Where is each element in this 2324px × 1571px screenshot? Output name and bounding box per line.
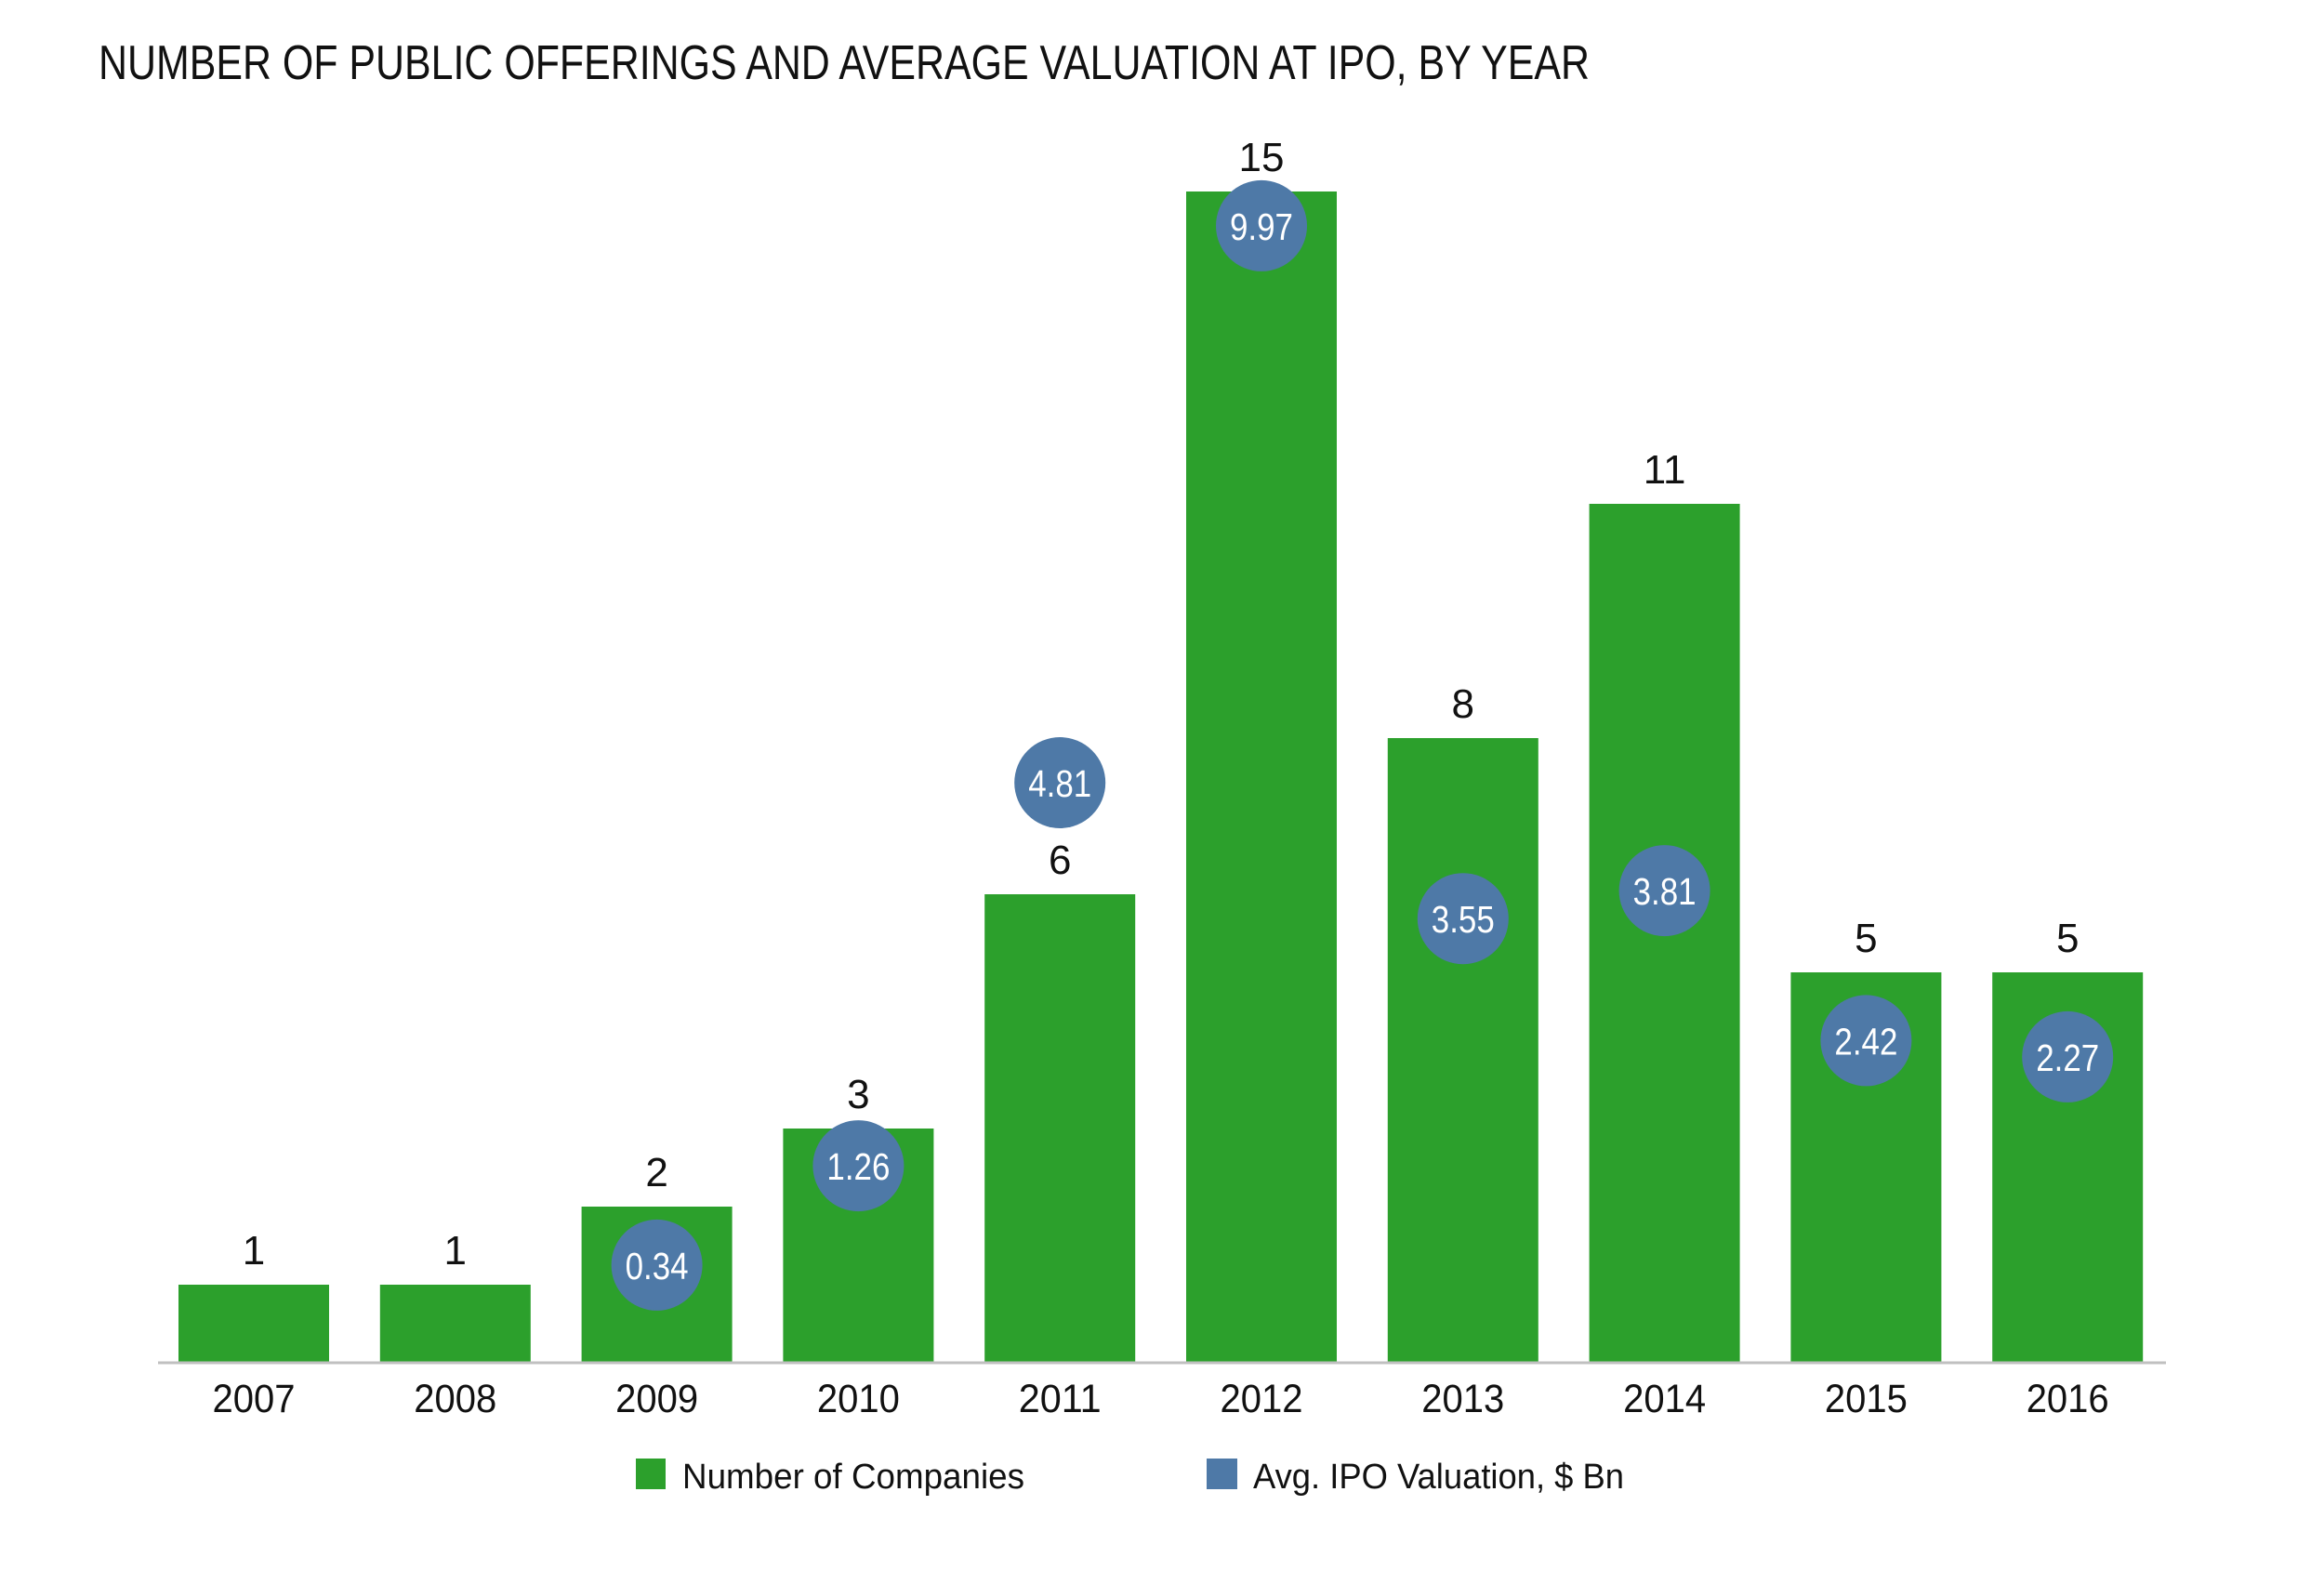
valuation-bubble-2013 xyxy=(1417,873,1509,965)
bar-value-label-2012: 15 xyxy=(1239,135,1285,180)
bar-value-label-2009: 2 xyxy=(645,1150,667,1195)
bar-2011 xyxy=(984,894,1136,1363)
bar-2008 xyxy=(379,1285,531,1363)
x-tick-labels: 2007 2008 2009 2010 2011 2012 2013 2014 2015 2016 xyxy=(213,1377,2109,1421)
valuation-bubble-2016 xyxy=(2022,1010,2114,1102)
bar-value-label-2014: 11 xyxy=(1644,447,1686,493)
bar-2013 xyxy=(1387,738,1538,1363)
legend-item-avg-ipo-valuation[interactable]: Avg. IPO Valuation, $ Bn xyxy=(1207,1458,1624,1497)
x-tick-label-2009: 2009 xyxy=(615,1377,698,1421)
bar-value-label-2010: 3 xyxy=(847,1072,869,1117)
valuation-label-2016: 2.27 xyxy=(2036,1036,2099,1079)
x-tick-label-2011: 2011 xyxy=(1019,1377,1102,1421)
x-tick-label-2007: 2007 xyxy=(213,1377,296,1421)
legend-swatch-number-of-companies xyxy=(636,1459,666,1489)
x-tick-label-2014: 2014 xyxy=(1623,1377,1706,1421)
bar-2007 xyxy=(178,1285,329,1363)
valuation-label-2010: 1.26 xyxy=(826,1145,890,1188)
valuation-bubble-2011 xyxy=(1014,737,1106,828)
bar-value-label-2008: 1 xyxy=(444,1228,467,1274)
valuation-bubble-2012 xyxy=(1216,179,1307,271)
bubbles-layer: 0.34 1.26 4.81 9.97 3.55 3.81 2.42 2.27 xyxy=(611,179,2114,1311)
legend: Number of Companies Avg. IPO Valuation, … xyxy=(636,1458,1624,1497)
x-tick-label-2010: 2010 xyxy=(817,1377,900,1421)
legend-label-avg-ipo-valuation: Avg. IPO Valuation, $ Bn xyxy=(1253,1458,1624,1497)
valuation-label-2013: 3.55 xyxy=(1432,898,1495,941)
valuation-label-2015: 2.42 xyxy=(1834,1020,1897,1063)
valuation-bubble-2010 xyxy=(812,1120,905,1212)
x-tick-label-2012: 2012 xyxy=(1221,1377,1303,1421)
legend-swatch-avg-ipo-valuation xyxy=(1207,1459,1237,1489)
valuation-bubble-2015 xyxy=(1820,995,1912,1087)
valuation-bubble-2014 xyxy=(1618,845,1710,937)
valuation-label-2012: 9.97 xyxy=(1230,205,1293,248)
legend-label-number-of-companies: Number of Companies xyxy=(682,1458,1024,1497)
bar-value-label-2013: 8 xyxy=(1452,681,1474,727)
bar-value-label-2007: 1 xyxy=(243,1228,265,1274)
bar-value-label-2011: 6 xyxy=(1049,838,1071,883)
valuation-bubble-2009 xyxy=(611,1219,703,1311)
valuation-label-2011: 4.81 xyxy=(1028,762,1091,805)
bars-layer xyxy=(178,191,2144,1363)
legend-item-number-of-companies[interactable]: Number of Companies xyxy=(636,1458,1024,1497)
chart-title: NUMBER OF PUBLIC OFFERINGS AND AVERAGE V… xyxy=(99,36,1590,90)
x-tick-label-2015: 2015 xyxy=(1825,1377,1908,1421)
x-tick-label-2016: 2016 xyxy=(2027,1377,2109,1421)
valuation-label-2014: 3.81 xyxy=(1633,870,1697,913)
bar-value-label-2016: 5 xyxy=(2056,916,2079,961)
bar-value-label-2015: 5 xyxy=(1855,916,1877,961)
x-tick-label-2013: 2013 xyxy=(1421,1377,1504,1421)
bar-2012 xyxy=(1186,191,1337,1363)
valuation-label-2009: 0.34 xyxy=(626,1245,689,1287)
x-tick-label-2008: 2008 xyxy=(414,1377,496,1421)
